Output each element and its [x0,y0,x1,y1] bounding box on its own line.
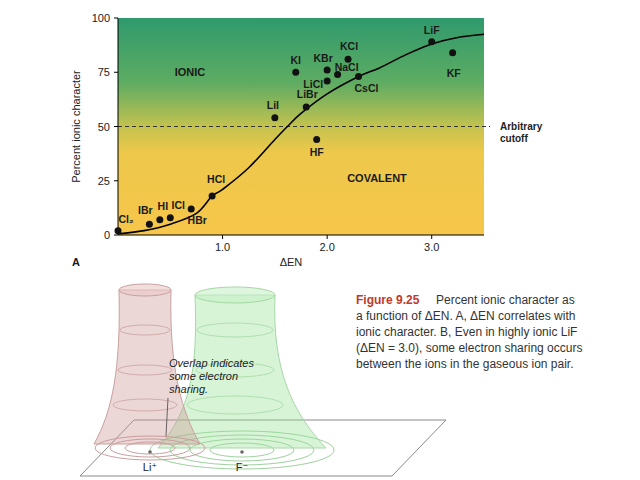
point-label: LiCl [303,78,323,90]
point [209,192,216,199]
y-axis-label: Percent ionic character [70,70,82,183]
point-label: NaCl [335,61,359,73]
point-labels: Cl₂IBrHIIClHBrHClLiILiBrHFKIKBrLiClNaClK… [118,24,461,226]
y-tick [114,72,118,73]
pointer [166,398,168,436]
point [271,114,278,121]
point-label: LiI [267,99,279,111]
caption-line: between the ions in the gaseous ion pair… [356,357,574,371]
point-label: IBr [138,204,153,216]
point [428,38,435,45]
y-tick [114,126,118,127]
reference-label-line: cutoff [500,133,528,144]
x-axis [118,235,484,236]
curve [118,34,484,234]
y-tick-label: 25 [98,175,110,187]
overlap-note: sharing. [169,383,208,395]
y-tick [114,235,118,236]
point-label: HCl [207,173,225,185]
x-tick [327,235,328,239]
point-label: ICl [172,199,186,211]
point-label: HBr [188,214,207,226]
caption-line: a function of ΔEN. A, ΔEN correlates wit… [356,309,575,323]
cone-top [119,284,171,296]
ion-center [148,450,152,454]
point [324,77,331,84]
y-tick-label: 50 [98,121,110,133]
point [324,67,331,74]
point [313,136,320,143]
point-label: KF [447,67,462,79]
annotation: COVALENT [347,172,407,184]
contour [197,323,273,337]
x-tick [431,235,432,239]
point-label: HF [310,146,325,158]
point [146,221,153,228]
point [156,216,163,223]
caption-line: Percent ionic character as [436,293,575,307]
annotation: A [72,256,80,268]
ion-label: Li⁺ [143,461,158,473]
caption-line: (ΔEN = 3.0), some electron sharing occur… [356,341,582,355]
reference-line [118,126,490,127]
y-tick [114,180,118,181]
x-tick-label: 2.0 [319,241,334,253]
cone-top [195,287,275,303]
contour [118,365,172,375]
y-tick-label: 75 [98,66,110,78]
ion-center [240,450,244,454]
x-axis-label: ΔEN [280,256,303,268]
point-label: HI [158,200,169,212]
point [303,103,310,110]
x-tick-label: 3.0 [424,241,439,253]
point [449,49,456,56]
background [0,0,640,480]
contour [187,396,283,414]
point [355,73,362,80]
y-tick [114,18,118,19]
point [292,69,299,76]
point [188,205,195,212]
point-label: Cl₂ [118,213,134,225]
reference-label: Arbitrarycutoff [500,121,543,144]
point-label: LiF [424,24,440,36]
overlap-note: some electron [169,370,238,382]
point [115,227,122,234]
contour [120,325,170,335]
annotation: IONIC [175,66,206,78]
point-label: CsCl [355,82,379,94]
point-label: KI [291,54,302,66]
x-tick [222,235,223,239]
overlap-note: Overlap indicates [169,357,254,369]
y-tick-label: 0 [104,229,110,241]
caption-title: Figure 9.25 [356,293,420,307]
ion-label: F⁻ [236,461,249,473]
x-tick-label: 1.0 [215,241,230,253]
point-label: KBr [314,52,333,64]
plot-marks [115,34,485,234]
figure: Arbitrarycutoff IONIC COVALENT A 0 25 50 75 100 1… [0,0,640,480]
y-tick-label: 100 [92,12,110,24]
caption: Figure 9.25 Percent ionic character as a f… [356,293,582,371]
point [167,214,174,221]
point-label: KCl [340,40,358,52]
caption-line: ionic character. B, Even in highly ionic… [356,325,577,339]
reference-label-line: Arbitrary [500,121,543,132]
